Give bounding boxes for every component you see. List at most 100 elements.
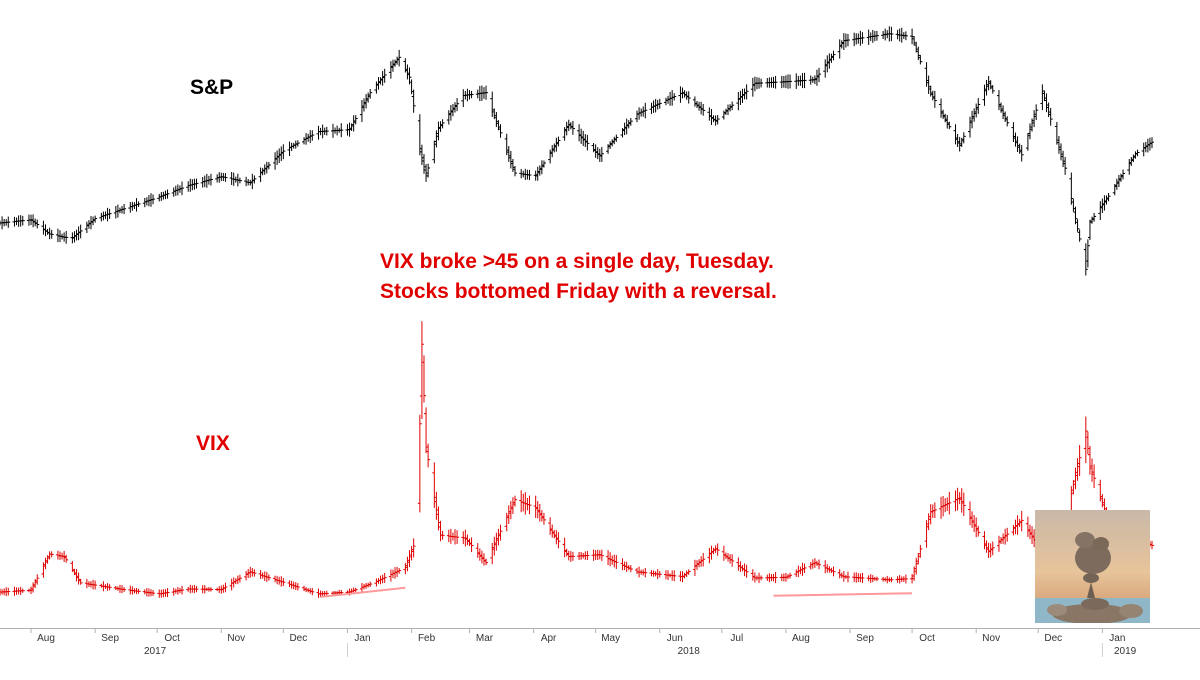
ohlc-bar [1090, 216, 1095, 224]
ohlc-bar [730, 554, 735, 567]
ohlc-bar [539, 510, 544, 522]
ohlc-bar [378, 575, 383, 585]
month-label: Jan [354, 633, 370, 644]
ohlc-bar [785, 574, 790, 580]
ohlc-bar [260, 167, 265, 176]
ohlc-bar [494, 111, 499, 128]
ohlc-bar [1054, 121, 1059, 145]
ohlc-bar [707, 547, 712, 564]
ohlc-bar [84, 221, 89, 233]
ohlc-bar [736, 557, 741, 571]
ohlc-bar [814, 560, 819, 566]
ohlc-bar [982, 84, 987, 106]
ohlc-bar [521, 493, 526, 512]
ohlc-bar [490, 542, 495, 565]
ohlc-bar [814, 69, 819, 86]
ohlc-bar [393, 567, 398, 579]
ohlc-bar [839, 40, 844, 49]
ohlc-bar [740, 88, 745, 103]
ohlc-bar [752, 76, 757, 92]
ohlc-bar [1015, 136, 1020, 153]
month-label: Sep [856, 633, 874, 644]
ohlc-bar [519, 490, 524, 513]
ohlc-bar [173, 185, 178, 196]
ohlc-bar [1150, 137, 1154, 149]
ohlc-bar [316, 588, 321, 598]
ohlc-bar [490, 91, 495, 117]
ohlc-bar [635, 567, 640, 574]
ohlc-bar [43, 224, 48, 237]
ohlc-bar [107, 208, 112, 219]
ohlc-bar [808, 562, 813, 570]
ohlc-bar [744, 564, 749, 578]
ohlc-bar [252, 175, 257, 184]
month-label: Oct [164, 633, 180, 644]
ohlc-bar [742, 563, 747, 577]
ohlc-bar [76, 226, 81, 241]
ohlc-bar [723, 552, 728, 560]
annotation-line-2: Stocks bottomed Friday with a reversal. [380, 280, 777, 303]
ohlc-bar [20, 588, 25, 593]
ohlc-bar [928, 504, 933, 525]
ohlc-bar [1027, 524, 1032, 540]
ohlc-bar [990, 541, 995, 556]
ohlc-bar [651, 100, 656, 113]
ohlc-bar [477, 548, 482, 561]
ohlc-bar [812, 75, 817, 85]
ohlc-bar [715, 543, 720, 556]
ohlc-bar [694, 560, 699, 570]
ohlc-bar [955, 133, 960, 148]
ohlc-bar [295, 583, 300, 591]
ohlc-bar [1090, 458, 1095, 482]
ohlc-bar [564, 121, 569, 136]
ohlc-bar [1100, 198, 1105, 214]
ohlc-bar [1116, 174, 1121, 188]
ohlc-bar [802, 563, 807, 573]
ohlc-bar [711, 115, 716, 123]
ohlc-bar [976, 525, 981, 537]
ohlc-bar [165, 588, 170, 598]
ohlc-bar [426, 443, 431, 468]
ohlc-bar [237, 177, 242, 184]
ohlc-bar [266, 574, 271, 581]
ohlc-bar [738, 90, 743, 105]
ohlc-bar [579, 128, 584, 144]
ohlc-bar [64, 554, 69, 563]
ohlc-bar [171, 187, 176, 197]
ohlc-bar [250, 173, 255, 190]
ohlc-bar [1145, 138, 1150, 153]
ohlc-bar [570, 551, 575, 561]
ohlc-bar [128, 202, 133, 213]
month-label: Apr [541, 633, 557, 644]
ohlc-bar [736, 92, 741, 111]
ohlc-bar [1015, 515, 1020, 535]
ohlc-bar [970, 110, 975, 129]
ohlc-bar [74, 569, 79, 582]
ohlc-bar [1003, 528, 1008, 545]
ohlc-bar [606, 550, 611, 566]
ohlc-bar [76, 572, 81, 585]
ohlc-bar [380, 70, 385, 86]
ohlc-bar [889, 577, 894, 583]
ohlc-bar [974, 517, 979, 538]
ohlc-bar [552, 143, 557, 153]
ohlc-bar [699, 556, 704, 567]
ohlc-bar [409, 546, 414, 561]
ohlc-bar [740, 564, 745, 572]
ohlc-bar [99, 212, 104, 222]
ohlc-bar [436, 121, 441, 141]
ohlc-bar [397, 49, 402, 67]
ohlc-bar [999, 537, 1004, 545]
ohlc-bar [653, 98, 658, 113]
ohlc-bar [961, 492, 966, 516]
ohlc-bar [711, 547, 716, 555]
ohlc-bar [996, 535, 1001, 552]
ohlc-bar [20, 215, 25, 226]
ohlc-bar [541, 512, 546, 525]
ohlc-bar [64, 230, 69, 244]
ohlc-bar [177, 185, 182, 193]
ohlc-bar [1087, 445, 1092, 475]
ohlc-bar [324, 126, 329, 136]
ohlc-bar [984, 79, 989, 96]
ohlc-bar [380, 574, 385, 584]
